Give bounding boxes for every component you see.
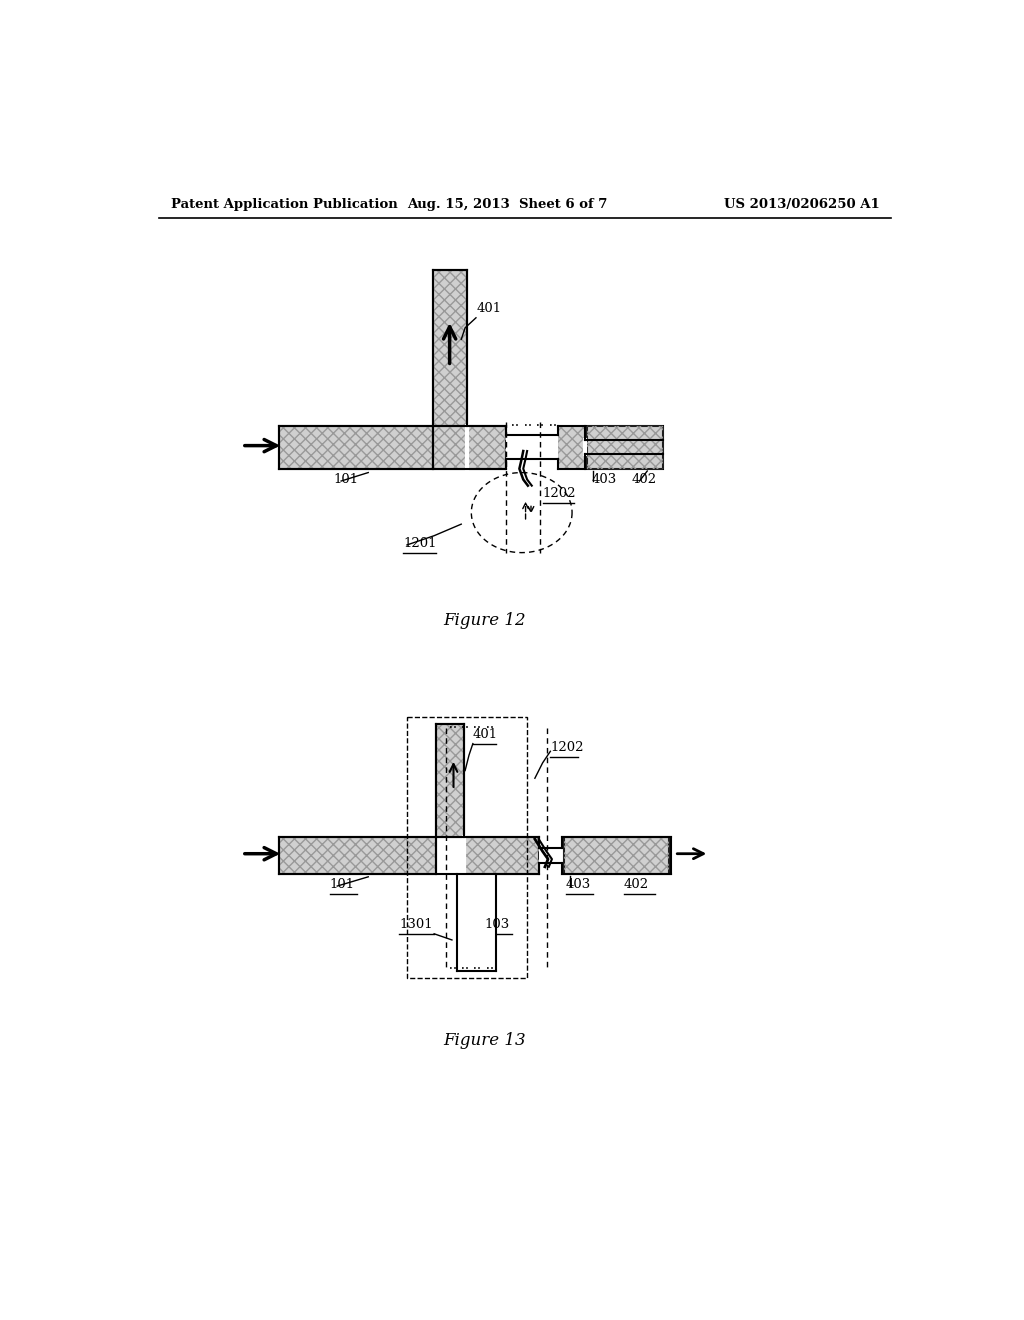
Bar (458, 874, 496, 970)
Text: Patent Application Publication: Patent Application Publication (171, 198, 397, 211)
Bar (432, 425, 506, 469)
Text: 1202: 1202 (550, 742, 584, 754)
Bar (464, 837, 539, 874)
Text: US 2013/0206250 A1: US 2013/0206250 A1 (724, 198, 880, 211)
Bar (432, 271, 467, 425)
Text: Figure 13: Figure 13 (443, 1031, 525, 1048)
Text: Aug. 15, 2013  Sheet 6 of 7: Aug. 15, 2013 Sheet 6 of 7 (408, 198, 608, 211)
Bar (432, 425, 506, 469)
Bar (587, 425, 663, 469)
Bar (407, 717, 527, 978)
Text: 402: 402 (632, 473, 656, 486)
Bar (563, 837, 669, 874)
Text: 402: 402 (624, 878, 649, 891)
Bar (280, 837, 435, 874)
Bar (539, 847, 562, 863)
Text: 103: 103 (484, 919, 510, 932)
Bar (432, 271, 467, 425)
Bar (280, 425, 432, 469)
Bar (587, 425, 663, 469)
Bar (506, 434, 558, 459)
Bar (435, 725, 464, 837)
Text: Figure 12: Figure 12 (443, 612, 525, 628)
Text: 403: 403 (592, 473, 616, 486)
Bar (435, 725, 464, 837)
Text: 101: 101 (334, 473, 358, 486)
Text: 1201: 1201 (403, 537, 436, 550)
Bar (464, 837, 539, 874)
Text: 1301: 1301 (399, 919, 433, 932)
Text: 1202: 1202 (543, 487, 577, 500)
Text: 401: 401 (477, 302, 502, 315)
Text: 401: 401 (473, 729, 498, 742)
Bar (558, 425, 586, 469)
Text: 403: 403 (566, 878, 591, 891)
Bar (280, 837, 435, 874)
Bar (280, 425, 432, 469)
Text: 101: 101 (330, 878, 354, 891)
Bar (563, 837, 669, 874)
Bar (558, 425, 586, 469)
